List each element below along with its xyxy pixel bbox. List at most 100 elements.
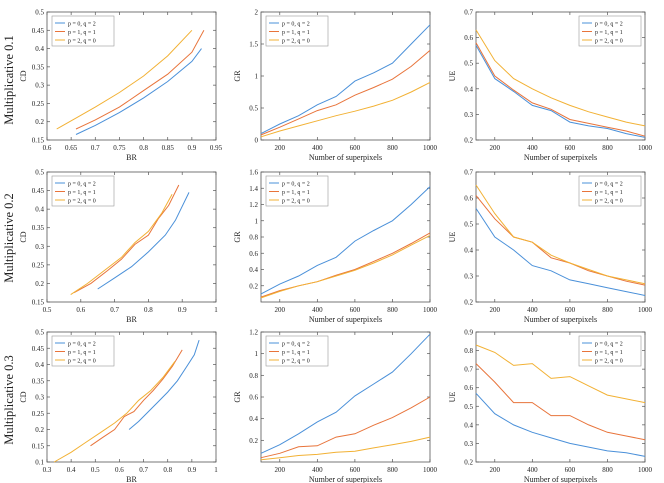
x-tick-label: 800 bbox=[387, 306, 398, 314]
series-line-2 bbox=[260, 396, 431, 459]
y-tick-label: 0.2 bbox=[249, 437, 258, 445]
y-axis-label: CD bbox=[19, 391, 28, 402]
y-tick-label: 1 bbox=[255, 350, 259, 358]
legend: p = 0, q = 2 p = 1, q = 1 p = 2, q = 0 bbox=[51, 15, 115, 47]
legend: p = 0, q = 2 p = 1, q = 1 p = 2, q = 0 bbox=[265, 15, 329, 47]
x-tick-label: 1000 bbox=[423, 306, 438, 314]
y-tick-label: 0.4 bbox=[464, 247, 473, 255]
x-tick-label: 0.7 bbox=[91, 144, 100, 152]
x-tick-label: 200 bbox=[275, 466, 286, 474]
x-tick-label: 1000 bbox=[638, 306, 653, 314]
series-line-3 bbox=[260, 436, 431, 461]
y-tick-label: 0.2 bbox=[464, 459, 473, 467]
y-tick-label: 2 bbox=[255, 9, 259, 17]
x-tick-label: 600 bbox=[565, 306, 576, 314]
series-line-3 bbox=[260, 81, 431, 138]
x-axis-label: Number of superpixels bbox=[309, 153, 382, 162]
series-line-3 bbox=[475, 344, 646, 404]
row-label-1: Multiplicative 0.1 bbox=[2, 35, 16, 125]
y-tick-label: 0.4 bbox=[35, 361, 44, 369]
x-axis-label: BR bbox=[126, 315, 137, 324]
x-tick-label: 0.7 bbox=[139, 466, 148, 474]
y-tick-label: 0.7 bbox=[464, 366, 473, 374]
series-line-3 bbox=[70, 194, 173, 296]
y-tick-label: 0.6 bbox=[464, 384, 473, 392]
legend-label-3: p = 2, q = 0 bbox=[282, 198, 310, 204]
legend-label-3: p = 2, q = 0 bbox=[68, 358, 96, 364]
x-tick-label: 0.6 bbox=[43, 144, 52, 152]
legend: p = 0, q = 2 p = 1, q = 1 p = 2, q = 0 bbox=[578, 15, 642, 47]
x-tick-label: 0.85 bbox=[162, 144, 175, 152]
chart-panel-1: 0.6 0.65 0.7 0.75 0.8 0.85 0.9 0.95 0.15 0.2 0.25 0… bbox=[19, 9, 223, 163]
y-tick-label: 1.2 bbox=[249, 201, 258, 209]
y-tick-label: 0.2 bbox=[464, 137, 473, 145]
x-tick-label: 600 bbox=[565, 466, 576, 474]
series-line-2 bbox=[475, 363, 646, 441]
y-tick-label: 0.2 bbox=[249, 282, 258, 290]
series-line-1 bbox=[97, 192, 190, 290]
y-tick-label: 0.6 bbox=[464, 195, 473, 203]
x-tick-label: 0.75 bbox=[113, 144, 126, 152]
y-tick-label: 0.5 bbox=[35, 9, 44, 17]
series-line-1 bbox=[260, 186, 431, 295]
x-tick-label: 600 bbox=[350, 144, 361, 152]
chart-panel-9: 200 400 600 800 1000 0.2 0.3 0.4 0.5 0.6 0.7 0.8 0.9… bbox=[448, 329, 653, 483]
y-tick-label: 1.5 bbox=[249, 41, 258, 49]
x-tick-label: 600 bbox=[350, 466, 361, 474]
series-line-1 bbox=[475, 208, 646, 296]
y-tick-label: 0.3 bbox=[35, 394, 44, 402]
chart-panel-3: 200 400 600 800 1000 0.2 0.3 0.4 0.5 0.6 0.7 Number… bbox=[448, 9, 653, 163]
y-tick-label: 0.5 bbox=[464, 221, 473, 229]
legend-label-1: p = 0, q = 2 bbox=[282, 21, 310, 27]
x-tick-label: 0.8 bbox=[144, 306, 153, 314]
y-tick-label: 0.5 bbox=[35, 329, 44, 337]
y-tick-label: 0.7 bbox=[464, 169, 473, 177]
y-tick-label: 0.1 bbox=[35, 459, 44, 467]
y-tick-label: 0.4 bbox=[464, 85, 473, 93]
x-axis-label: Number of superpixels bbox=[524, 153, 597, 162]
y-tick-label: 0.35 bbox=[32, 224, 45, 232]
y-tick-label: 0.5 bbox=[35, 169, 44, 177]
x-tick-label: 200 bbox=[275, 306, 286, 314]
y-tick-label: 0.2 bbox=[35, 426, 44, 434]
y-tick-label: 0.3 bbox=[35, 243, 44, 251]
legend-label-1: p = 0, q = 2 bbox=[68, 21, 96, 27]
x-tick-label: 800 bbox=[387, 144, 398, 152]
x-tick-label: 0.8 bbox=[139, 144, 148, 152]
series-line-1 bbox=[128, 339, 200, 430]
x-tick-label: 600 bbox=[350, 306, 361, 314]
y-tick-label: 0.4 bbox=[35, 45, 44, 53]
x-tick-label: 0.9 bbox=[178, 306, 187, 314]
y-tick-label: 0.15 bbox=[32, 442, 45, 450]
x-axis-label: BR bbox=[126, 153, 137, 162]
x-tick-label: 200 bbox=[275, 144, 286, 152]
series-line-1 bbox=[260, 333, 431, 454]
legend: p = 0, q = 2 p = 1, q = 1 p = 2, q = 0 bbox=[578, 335, 642, 367]
series-line-2 bbox=[90, 349, 183, 447]
x-tick-label: 0.9 bbox=[187, 144, 196, 152]
y-tick-label: 0.2 bbox=[35, 118, 44, 126]
x-tick-label: 1000 bbox=[423, 466, 438, 474]
legend-label-1: p = 0, q = 2 bbox=[282, 181, 310, 187]
series-line-3 bbox=[475, 184, 646, 285]
legend-label-2: p = 1, q = 1 bbox=[282, 350, 310, 356]
y-tick-label: 0.15 bbox=[32, 299, 45, 307]
x-axis-label: Number of superpixels bbox=[524, 475, 597, 483]
legend-label-2: p = 1, q = 1 bbox=[68, 30, 96, 36]
y-axis-label: UE bbox=[448, 392, 457, 403]
legend-label-2: p = 1, q = 1 bbox=[68, 350, 96, 356]
legend-label-2: p = 1, q = 1 bbox=[282, 30, 310, 36]
series-line-1 bbox=[475, 392, 646, 457]
series-line-3 bbox=[475, 29, 646, 127]
legend-label-2: p = 1, q = 1 bbox=[595, 190, 623, 196]
x-tick-label: 1 bbox=[214, 306, 218, 314]
x-tick-label: 200 bbox=[490, 306, 501, 314]
y-axis-label: UE bbox=[448, 232, 457, 243]
legend: p = 0, q = 2 p = 1, q = 1 p = 2, q = 0 bbox=[265, 335, 329, 367]
x-tick-label: 400 bbox=[527, 306, 538, 314]
x-tick-label: 0.6 bbox=[76, 306, 85, 314]
y-tick-label: 0.9 bbox=[464, 329, 473, 337]
y-tick-label: 0.6 bbox=[249, 394, 258, 402]
y-tick-label: 0.45 bbox=[32, 187, 45, 195]
